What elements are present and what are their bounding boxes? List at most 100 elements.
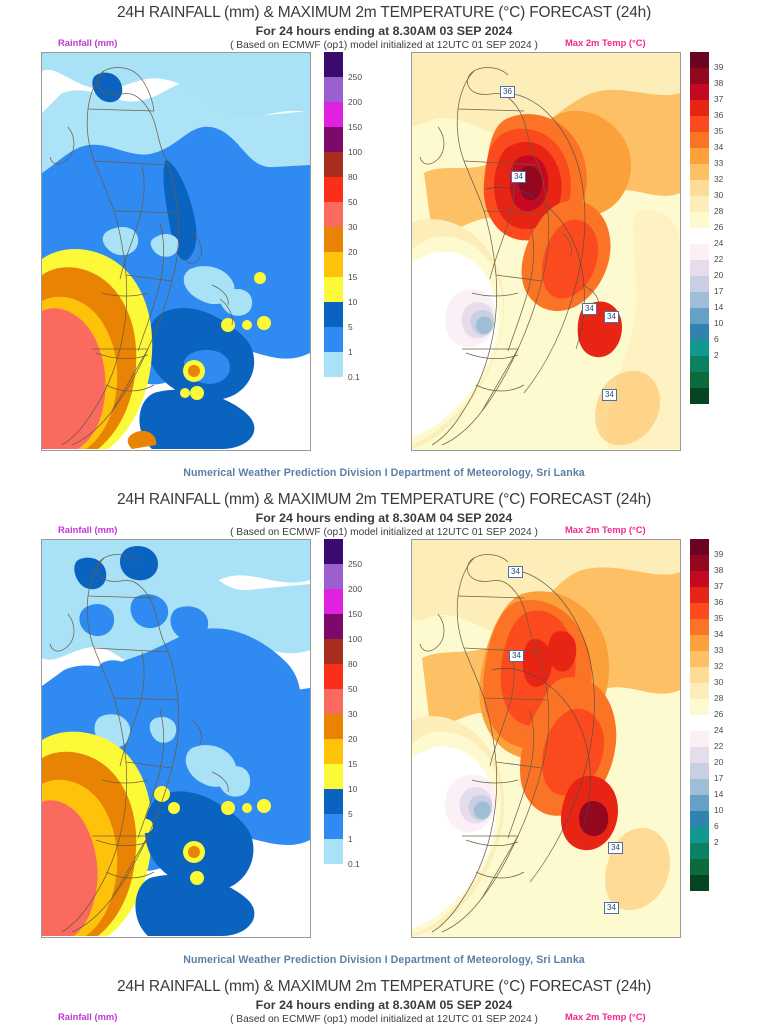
colorbar-tick-label: 150 xyxy=(348,122,362,132)
panel-maps: 250 200 150 100 80 50 30 20 15 10 5 1 0.1 xyxy=(0,52,768,460)
colorbar-tick-label: 24 xyxy=(714,238,724,248)
colorbar-swatch xyxy=(324,664,343,689)
temperature-legend-title: Max 2m Temp (°C) xyxy=(565,1011,646,1022)
rainfall-map[interactable] xyxy=(41,52,311,451)
colorbar-tick-label: 26 xyxy=(714,709,724,719)
colorbar-swatch xyxy=(690,571,709,587)
page-title: 24H RAINFALL (mm) & MAXIMUM 2m TEMPERATU… xyxy=(116,491,652,508)
colorbar-tick-label: 34 xyxy=(714,629,724,639)
colorbar-swatch xyxy=(690,276,709,292)
colorbar-tick-label: 30 xyxy=(348,222,358,232)
colorbar-tick-label: 39 xyxy=(714,62,724,72)
rainfall-colorbar: 250 200 150 100 80 50 30 20 15 10 5 1 0.1 xyxy=(324,539,362,869)
forecast-panel: 24H RAINFALL (mm) & MAXIMUM 2m TEMPERATU… xyxy=(0,487,768,974)
panel-header: 24H RAINFALL (mm) & MAXIMUM 2m TEMPERATU… xyxy=(0,487,768,539)
colorbar-swatch xyxy=(690,699,709,715)
panel-footer: Numerical Weather Prediction Division I … xyxy=(183,467,585,479)
colorbar-swatch xyxy=(324,327,343,352)
colorbar-swatch xyxy=(690,715,709,731)
colorbar-swatch xyxy=(324,352,343,377)
colorbar-tick-label: 1 xyxy=(348,834,353,844)
colorbar-tick-label: 5 xyxy=(348,322,353,332)
colorbar-tick-label: 34 xyxy=(714,142,724,152)
colorbar-swatch xyxy=(324,839,343,864)
colorbar-tick-label: 30 xyxy=(348,709,358,719)
colorbar-swatch xyxy=(324,764,343,789)
colorbar-tick-label: 6 xyxy=(714,821,719,831)
colorbar-swatch xyxy=(690,843,709,859)
colorbar-tick-label: 36 xyxy=(714,110,724,120)
colorbar-swatch xyxy=(690,651,709,667)
colorbar-swatch xyxy=(690,212,709,228)
colorbar-swatch xyxy=(324,202,343,227)
colorbar-swatch xyxy=(690,779,709,795)
colorbar-swatch xyxy=(690,52,709,68)
colorbar-tick-label: 39 xyxy=(714,549,724,559)
colorbar-tick-label: 32 xyxy=(714,661,724,671)
colorbar-swatch xyxy=(324,564,343,589)
rainfall-legend-title: Rainfall (mm) xyxy=(58,524,118,535)
colorbar-tick-label: 20 xyxy=(348,734,358,744)
panel-footer: Numerical Weather Prediction Division I … xyxy=(183,954,585,966)
contour-label: 34 xyxy=(508,566,523,578)
panel-model-note: ( Based on ECMWF (op1) model initialized… xyxy=(230,40,538,51)
colorbar-tick-label: 150 xyxy=(348,609,362,619)
colorbar-swatch xyxy=(324,127,343,152)
contour-label: 36 xyxy=(500,86,515,98)
colorbar-tick-label: 6 xyxy=(714,334,719,344)
contour-label: 34 xyxy=(511,171,526,183)
colorbar-swatch xyxy=(690,619,709,635)
colorbar-tick-label: 32 xyxy=(714,174,724,184)
temperature-colorbar-swatches xyxy=(690,52,709,404)
colorbar-tick-label: 1 xyxy=(348,347,353,357)
temperature-legend-title: Max 2m Temp (°C) xyxy=(565,37,646,48)
colorbar-swatch xyxy=(324,52,343,77)
contour-label: 34 xyxy=(582,303,597,315)
colorbar-tick-label: 15 xyxy=(348,272,358,282)
colorbar-tick-label: 33 xyxy=(714,158,724,168)
colorbar-tick-label: 22 xyxy=(714,741,724,751)
colorbar-swatch xyxy=(690,372,709,388)
colorbar-swatch xyxy=(690,116,709,132)
colorbar-swatch xyxy=(324,102,343,127)
colorbar-swatch xyxy=(690,635,709,651)
colorbar-swatch xyxy=(324,277,343,302)
colorbar-swatch xyxy=(690,356,709,372)
page-title: 24H RAINFALL (mm) & MAXIMUM 2m TEMPERATU… xyxy=(116,978,652,995)
colorbar-tick-label: 26 xyxy=(714,222,724,232)
rainfall-colorbar-swatches xyxy=(324,52,343,377)
panel-subtitle: For 24 hours ending at 8.30AM 04 SEP 202… xyxy=(255,511,513,525)
colorbar-swatch xyxy=(324,152,343,177)
colorbar-swatch xyxy=(690,84,709,100)
colorbar-swatch xyxy=(324,714,343,739)
rainfall-map[interactable] xyxy=(41,539,311,938)
colorbar-tick-label: 20 xyxy=(714,270,724,280)
colorbar-swatch xyxy=(690,763,709,779)
forecast-panel: 24H RAINFALL (mm) & MAXIMUM 2m TEMPERATU… xyxy=(0,0,768,487)
colorbar-tick-label: 250 xyxy=(348,72,362,82)
contour-label: 34 xyxy=(604,311,619,323)
colorbar-tick-label: 35 xyxy=(714,613,724,623)
colorbar-swatch xyxy=(324,739,343,764)
colorbar-swatch xyxy=(324,77,343,102)
colorbar-tick-label: 50 xyxy=(348,684,358,694)
colorbar-swatch xyxy=(690,388,709,404)
temperature-map[interactable]: 36 34 34 34 34 xyxy=(411,52,681,451)
colorbar-swatch xyxy=(690,859,709,875)
rainfall-map-canvas xyxy=(42,53,310,450)
temperature-map[interactable]: 34 34 34 34 xyxy=(411,539,681,938)
colorbar-swatch xyxy=(690,875,709,891)
colorbar-tick-label: 20 xyxy=(348,247,358,257)
colorbar-swatch xyxy=(324,814,343,839)
colorbar-swatch xyxy=(690,555,709,571)
temperature-legend-title: Max 2m Temp (°C) xyxy=(565,524,646,535)
rainfall-colorbar: 250 200 150 100 80 50 30 20 15 10 5 1 0.1 xyxy=(324,52,362,382)
colorbar-swatch xyxy=(690,811,709,827)
contour-label: 34 xyxy=(604,902,619,914)
colorbar-swatch xyxy=(690,164,709,180)
contour-label: 34 xyxy=(608,842,623,854)
colorbar-tick-label: 37 xyxy=(714,94,724,104)
colorbar-tick-label: 28 xyxy=(714,206,724,216)
contour-label: 34 xyxy=(509,650,524,662)
colorbar-tick-label: 10 xyxy=(714,805,724,815)
